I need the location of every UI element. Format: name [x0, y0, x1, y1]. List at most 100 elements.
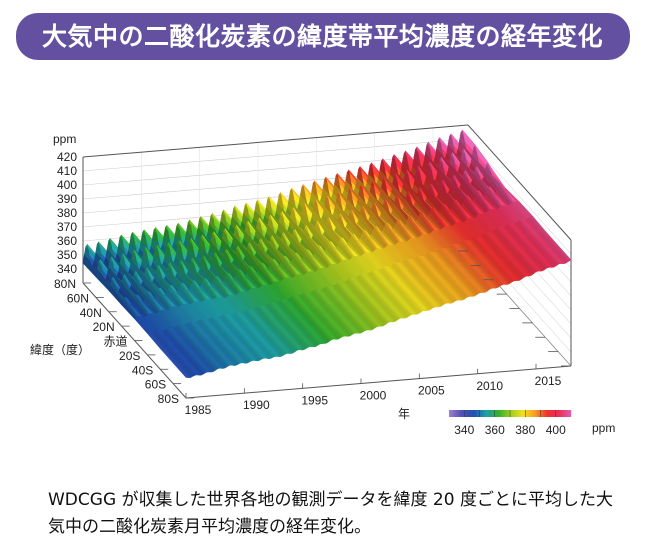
colorbar-segment: [485, 410, 487, 417]
z-tick-label: 420: [57, 150, 77, 164]
z-gridline: [82, 138, 469, 172]
z-gridline-right: [467, 138, 572, 255]
surface-cell: [556, 245, 572, 261]
colorbar-segment: [471, 410, 473, 417]
colorbar-segment: [470, 410, 472, 417]
colorbar-segment: [454, 410, 456, 417]
colorbar-segment: [524, 410, 526, 417]
x-tick-label: 1995: [301, 393, 328, 407]
colorbar-segment: [515, 410, 517, 417]
colorbar-segment: [459, 410, 461, 417]
colorbar-segment: [533, 410, 535, 417]
colorbar-segment: [488, 410, 490, 417]
colorbar-segment: [527, 410, 529, 417]
colorbar-segment: [516, 410, 518, 417]
colorbar-segment: [501, 410, 503, 417]
colorbar-tick-label: 340: [454, 423, 474, 437]
colorbar-segment: [530, 410, 532, 417]
colorbar-segment: [537, 410, 539, 417]
colorbar-segment: [474, 410, 476, 417]
box-edge: [82, 124, 469, 158]
colorbar-segment: [568, 410, 570, 417]
colorbar-segment: [478, 410, 480, 417]
lat-tick-label: 80N: [54, 277, 76, 291]
colorbar-segment: [557, 410, 559, 417]
colorbar-segment: [559, 410, 561, 417]
colorbar-segment: [509, 410, 511, 417]
colorbar-segment: [523, 410, 525, 417]
colorbar-segment: [490, 410, 492, 417]
colorbar-segment: [462, 410, 464, 417]
colorbar-segment: [500, 410, 502, 417]
lat-tick-label: 40N: [80, 306, 102, 320]
colorbar-segment: [465, 410, 467, 417]
colorbar-segment: [466, 410, 468, 417]
colorbar-segment: [514, 410, 516, 417]
colorbar-segment: [562, 410, 564, 417]
lat-tick-label: 赤道: [103, 335, 127, 349]
colorbar-segment: [481, 410, 483, 417]
lat-tick-label: 60S: [145, 378, 166, 392]
colorbar-segment: [492, 410, 494, 417]
colorbar-segment: [522, 410, 524, 417]
colorbar-segment: [534, 410, 536, 417]
lat-tick-label: 40S: [132, 363, 153, 377]
colorbar-segment: [502, 410, 504, 417]
colorbar-segment: [482, 410, 484, 417]
colorbar-segment: [517, 410, 519, 417]
colorbar-segment: [532, 410, 534, 417]
colorbar-segment: [498, 410, 500, 417]
x-tick-label: 2000: [360, 388, 387, 402]
colorbar-segment: [486, 410, 488, 417]
colorbar-segment: [566, 410, 568, 417]
colorbar-segment: [548, 410, 550, 417]
colorbar-segment: [460, 410, 462, 417]
colorbar-segment: [513, 410, 515, 417]
colorbar-segment: [525, 410, 527, 417]
colorbar-segment: [496, 410, 498, 417]
z-axis-unit: ppm: [53, 132, 76, 146]
colorbar-segment: [467, 410, 469, 417]
colorbar-segment: [487, 410, 489, 417]
colorbar-segment: [450, 410, 452, 417]
z-tick-label: 380: [57, 206, 77, 220]
colorbar-segment: [493, 410, 495, 417]
colorbar-segment: [528, 410, 530, 417]
colorbar-segment: [538, 410, 540, 417]
colorbar-segment: [546, 410, 548, 417]
colorbar-segment: [489, 410, 491, 417]
colorbar-segment: [452, 410, 454, 417]
colorbar-segment: [519, 410, 521, 417]
lat-tick-label: 20S: [119, 349, 140, 363]
colorbar-segment: [565, 410, 567, 417]
colorbar-segment: [473, 410, 475, 417]
colorbar-segment: [468, 410, 470, 417]
colorbar-segment: [491, 410, 493, 417]
x-tick-label: 1990: [243, 398, 270, 412]
lat-tick-label: 60N: [67, 291, 89, 305]
colorbar-segment: [464, 410, 466, 417]
colorbar-segment: [564, 410, 566, 417]
colorbar-segment: [457, 410, 459, 417]
lat-axis-label: 緯度（度）: [30, 342, 90, 357]
colorbar-segment: [535, 410, 537, 417]
colorbar-segment: [461, 410, 463, 417]
colorbar-segment: [451, 410, 453, 417]
colorbar-segment: [520, 410, 522, 417]
figure-caption: WDCGG が収集した世界各地の観測データを緯度 20 度ごとに平均した大気中の…: [48, 490, 613, 537]
co2-surface-chart: ppm 年 緯度（度） ppm 340350360370380390400410…: [30, 124, 615, 437]
colorbar-segment: [505, 410, 507, 417]
colorbar-segment: [510, 410, 512, 417]
colorbar: 340 360 380 400: [449, 410, 572, 437]
z-tick-label: 400: [57, 178, 77, 192]
lat-tick-label: 80S: [158, 392, 179, 406]
colorbar-segment: [541, 410, 543, 417]
colorbar-segment: [558, 410, 560, 417]
colorbar-segment: [455, 410, 457, 417]
colorbar-segment: [563, 410, 565, 417]
colorbar-segment: [507, 410, 509, 417]
colorbar-unit: ppm: [592, 421, 615, 435]
colorbar-segment: [551, 410, 553, 417]
x-tick-label: 2010: [476, 379, 503, 393]
colorbar-segment: [554, 410, 556, 417]
